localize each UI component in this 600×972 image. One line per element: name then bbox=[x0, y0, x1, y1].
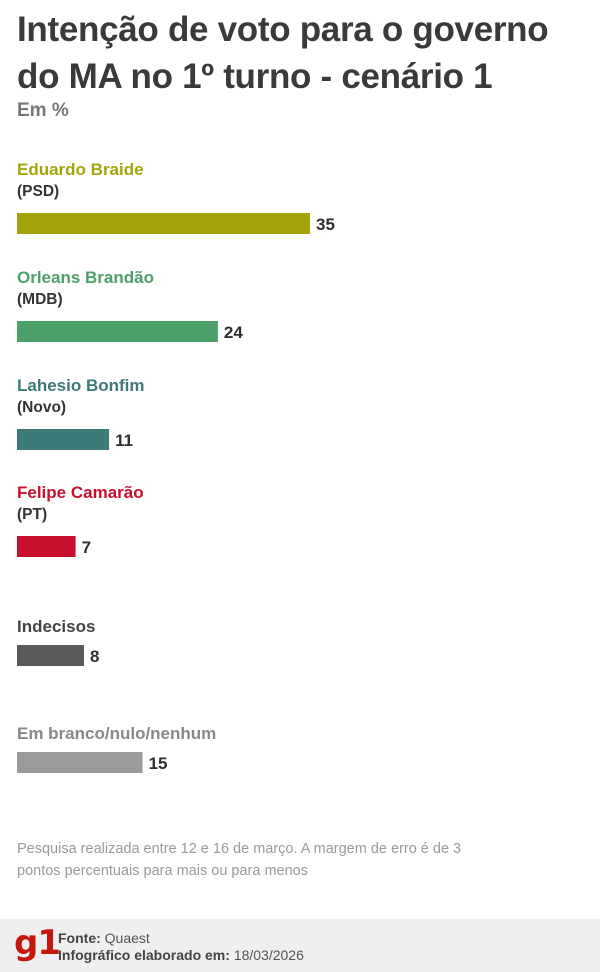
source-value: Quaest bbox=[104, 930, 150, 946]
value-label: 15 bbox=[149, 754, 168, 773]
methodology-note: Pesquisa realizada entre 12 e 16 de març… bbox=[17, 841, 462, 879]
category-label: Indecisos bbox=[17, 617, 95, 636]
bar bbox=[17, 536, 76, 557]
bar bbox=[17, 321, 218, 342]
value-label: 24 bbox=[224, 323, 243, 342]
source-line: Fonte: Quaest bbox=[58, 930, 150, 946]
bar bbox=[17, 429, 110, 450]
bar bbox=[17, 213, 310, 234]
date-label: Infográfico elaborado em: bbox=[58, 947, 230, 963]
category-label: Em branco/nulo/nenhum bbox=[17, 724, 216, 743]
party-label: (PT) bbox=[17, 506, 47, 523]
footer: g1 Fonte: Quaest Infográfico elaborado e… bbox=[0, 919, 600, 972]
chart-title: Intenção de voto para o governo do MA no… bbox=[17, 10, 549, 96]
date-line: Infográfico elaborado em: 18/03/2026 bbox=[58, 947, 304, 963]
source-label: Fonte: bbox=[58, 930, 101, 946]
category-label: Felipe Camarão bbox=[17, 483, 144, 502]
g1-logo: g1 bbox=[14, 923, 61, 963]
value-label: 11 bbox=[115, 431, 133, 450]
value-label: 35 bbox=[316, 215, 335, 234]
chart-subtitle: Em % bbox=[17, 100, 69, 121]
party-label: (Novo) bbox=[17, 399, 66, 416]
value-label: 8 bbox=[90, 647, 99, 666]
party-label: (PSD) bbox=[17, 183, 59, 200]
party-label: (MDB) bbox=[17, 291, 63, 308]
category-label: Lahesio Bonfim bbox=[17, 376, 145, 395]
bar bbox=[17, 645, 84, 666]
bar-chart: Eduardo Braide (PSD) 35 Orleans Brandão (MDB… bbox=[17, 160, 335, 773]
value-label: 7 bbox=[82, 538, 91, 557]
date-value: 18/03/2026 bbox=[233, 947, 304, 963]
bar bbox=[17, 752, 143, 773]
category-label: Eduardo Braide bbox=[17, 160, 144, 179]
category-label: Orleans Brandão bbox=[17, 268, 154, 287]
